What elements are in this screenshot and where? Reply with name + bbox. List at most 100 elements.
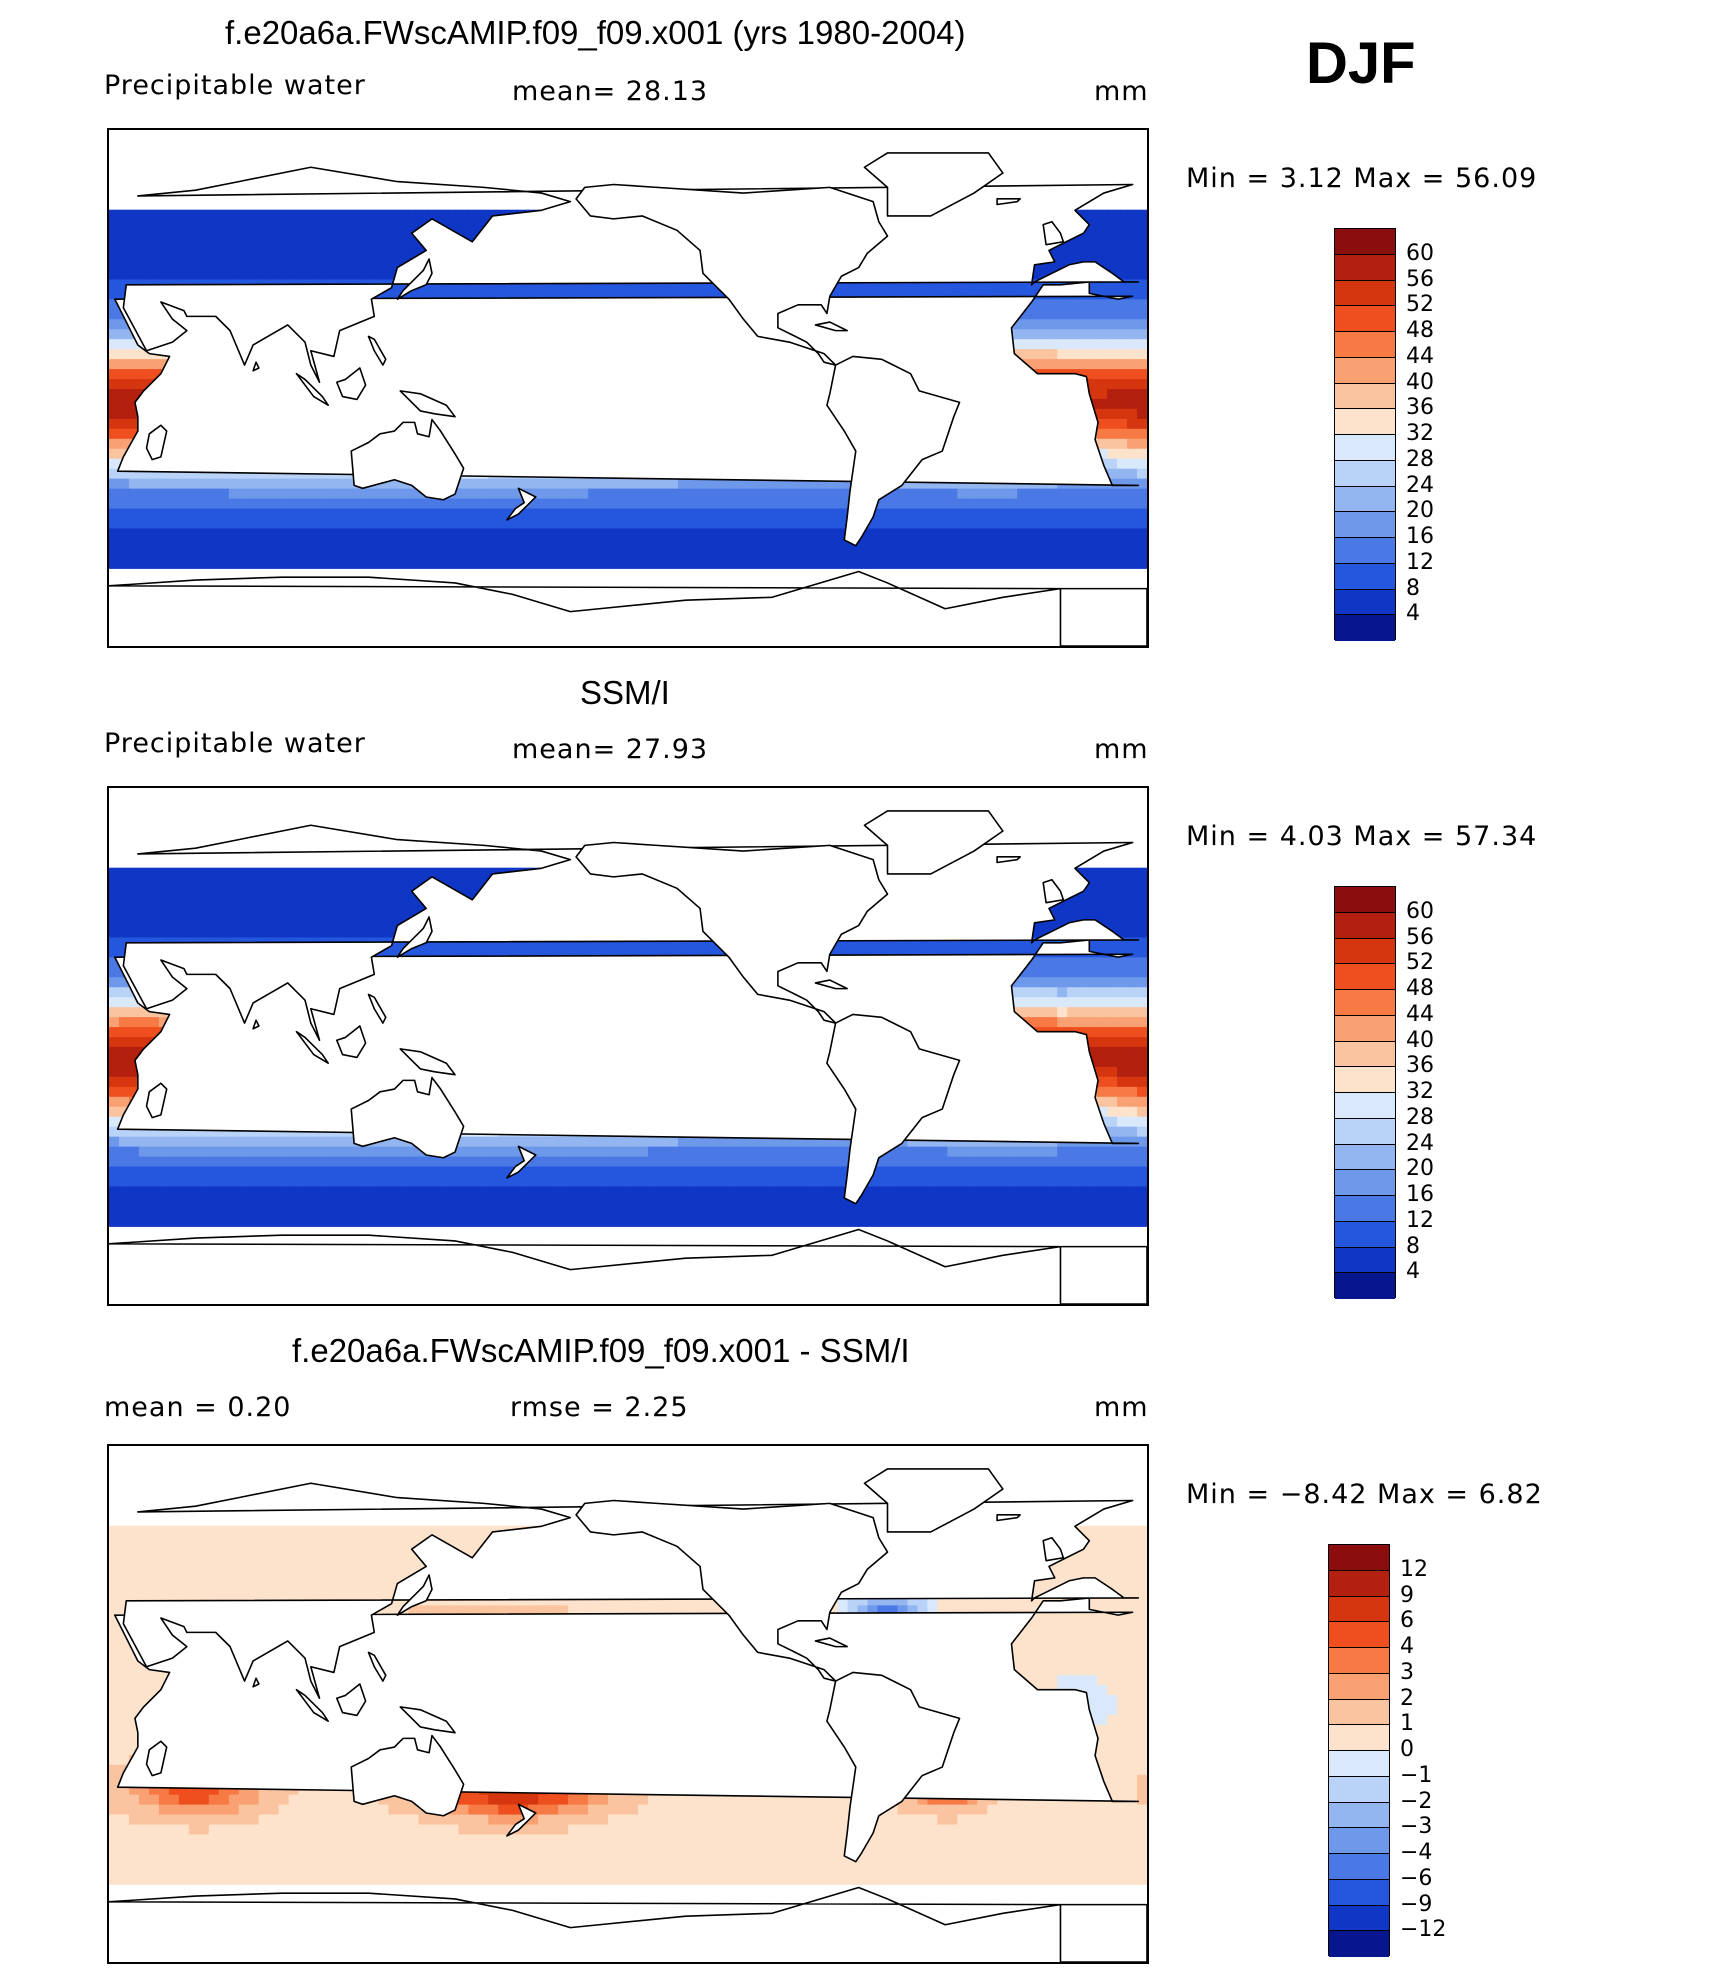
- field-cell: [1077, 957, 1088, 968]
- field-cell: [288, 927, 300, 939]
- field-cell: [1117, 518, 1128, 530]
- field-cell: [258, 917, 270, 929]
- field-cell: [109, 239, 120, 251]
- field-cell: [248, 528, 260, 540]
- field-cell: [697, 488, 709, 500]
- field-cell: [288, 877, 300, 889]
- field-cell: [1057, 518, 1068, 530]
- field-cell: [1127, 488, 1138, 500]
- field-cell: [687, 947, 699, 958]
- field-cell: [388, 488, 400, 500]
- field-cell: [757, 538, 769, 549]
- field-cell: [947, 528, 958, 540]
- field-cell: [558, 279, 569, 290]
- field-cell: [518, 538, 529, 549]
- field-cell: [148, 877, 160, 889]
- field-cell: [148, 229, 160, 241]
- field-cell: [378, 907, 390, 919]
- field-cell: [118, 239, 130, 251]
- field-cell: [1117, 438, 1128, 450]
- field-cell: [328, 209, 340, 221]
- field-cell: [857, 558, 869, 569]
- field-cell: [1137, 518, 1147, 530]
- field-cell: [967, 528, 978, 540]
- field-cell: [408, 239, 420, 251]
- panel-1-min-max: Min = 3.12 Max = 56.09: [1186, 163, 1538, 194]
- field-cell: [867, 279, 879, 290]
- field-cell: [498, 538, 509, 549]
- field-cell: [1057, 329, 1068, 340]
- field-cell: [218, 468, 230, 480]
- field-cell: [1117, 548, 1128, 559]
- panel-2-map: [107, 786, 1149, 1306]
- field-cell: [1077, 907, 1088, 919]
- field-cell: [238, 209, 250, 221]
- field-cell: [148, 219, 160, 231]
- field-cell: [208, 528, 220, 540]
- field-cell: [198, 927, 210, 939]
- field-cell: [138, 538, 150, 549]
- field-cell: [408, 518, 420, 530]
- land-outline: [814, 321, 848, 332]
- field-cell: [1107, 229, 1118, 241]
- field-cell: [887, 538, 899, 549]
- field-cell: [707, 947, 719, 958]
- land-outline: [350, 418, 465, 501]
- field-cell: [348, 239, 360, 251]
- field-cell: [647, 947, 659, 958]
- field-cell: [418, 209, 429, 221]
- field-cell: [198, 897, 210, 909]
- field-cell: [947, 279, 958, 290]
- field-cell: [198, 478, 210, 490]
- field-cell: [408, 488, 420, 500]
- field-cell: [358, 927, 370, 939]
- field-cell: [1037, 917, 1048, 929]
- field-cell: [338, 478, 350, 490]
- field-cell: [438, 548, 449, 559]
- field-cell: [1077, 229, 1088, 241]
- field-cell: [248, 887, 260, 899]
- field-cell: [508, 937, 519, 948]
- colorbar-swatch: [1335, 589, 1395, 616]
- field-cell: [837, 478, 849, 490]
- field-cell: [608, 947, 619, 958]
- field-cell: [478, 488, 489, 500]
- field-cell: [488, 508, 499, 520]
- field-cell: [667, 518, 679, 530]
- field-cell: [109, 498, 120, 510]
- field-cell: [1057, 488, 1068, 500]
- field-cell: [598, 518, 609, 530]
- field-cell: [1097, 548, 1108, 559]
- field-cell: [1117, 418, 1128, 430]
- field-cell: [388, 478, 400, 490]
- field-cell: [558, 558, 569, 569]
- field-cell: [957, 488, 968, 500]
- field-cell: [268, 867, 280, 879]
- field-cell: [268, 518, 280, 530]
- field-cell: [1037, 498, 1048, 510]
- field-cell: [298, 209, 310, 221]
- field-cell: [887, 937, 899, 948]
- field-cell: [608, 508, 619, 520]
- field-cell: [1087, 528, 1098, 540]
- field-cell: [208, 488, 220, 500]
- field-cell: [238, 538, 250, 549]
- field-cell: [118, 388, 130, 400]
- field-cell: [188, 498, 200, 510]
- field-cell: [348, 907, 360, 919]
- field-cell: [258, 518, 270, 530]
- field-cell: [378, 548, 390, 559]
- field-cell: [288, 209, 300, 221]
- field-cell: [727, 558, 739, 569]
- field-cell: [717, 289, 729, 300]
- field-cell: [907, 518, 919, 530]
- field-cell: [1137, 279, 1147, 290]
- field-cell: [278, 478, 290, 490]
- field-cell: [378, 259, 390, 271]
- field-cell: [458, 937, 469, 948]
- field-cell: [628, 558, 639, 569]
- field-cell: [138, 927, 150, 939]
- field-cell: [518, 508, 529, 520]
- field-cell: [238, 478, 250, 490]
- field-cell: [338, 867, 350, 879]
